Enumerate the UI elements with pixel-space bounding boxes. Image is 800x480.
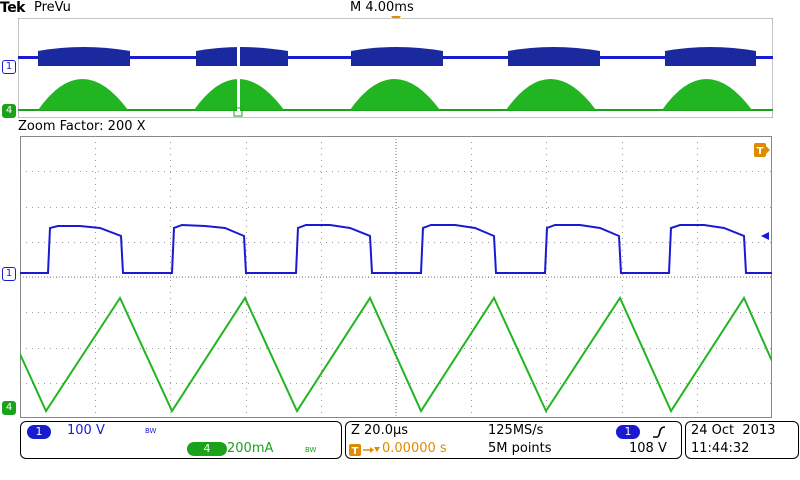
zoom-factor-label: Zoom Factor: 200 X [18, 119, 146, 134]
ch4-waveform [20, 295, 772, 414]
trigger-level[interactable]: 108 V [629, 441, 667, 456]
ch1-badge[interactable]: 1 [27, 425, 51, 439]
date-readout: 24 Oct 2013 [691, 423, 776, 438]
zoom-time-per-div[interactable]: Z 20.0µs [351, 423, 409, 438]
acquisition-mode: PreVu [34, 0, 71, 15]
zoom-waveform-graticule[interactable] [20, 136, 772, 418]
trigger-time-marker-icon[interactable]: T [754, 143, 770, 157]
ch1-scale[interactable]: 100 V [67, 423, 105, 438]
overview-ch4-ground-marker[interactable]: 4 [2, 104, 16, 118]
ch4-scale[interactable]: 200mA [227, 441, 274, 456]
trigger-level-arrow-icon[interactable] [760, 231, 770, 241]
rising-edge-icon[interactable] [652, 425, 666, 439]
ch4-ground-marker[interactable]: 4 [2, 401, 16, 415]
overview-waveform-panel[interactable] [18, 18, 773, 118]
ch4-badge[interactable]: 4 [187, 442, 227, 456]
ch4-bandwidth-limit: BW [305, 446, 317, 454]
trigger-source-badge[interactable]: 1 [616, 425, 640, 439]
channel-readout-panel[interactable]: 1 100 V BW 4 200mA BW [20, 421, 342, 459]
time-readout: 11:44:32 [691, 441, 750, 456]
overview-ch1-ground-marker[interactable]: 1 [2, 60, 16, 74]
ch1-waveform [20, 223, 772, 274]
svg-text:T: T [352, 446, 359, 457]
sample-rate: 125MS/s [488, 423, 544, 438]
datetime-panel: 24 Oct 2013 11:44:32 [685, 421, 799, 459]
ch1-bandwidth-limit: BW [145, 427, 157, 435]
brand-logo: Tek [0, 0, 26, 16]
trigger-delay-icon: T [349, 443, 381, 457]
trigger-delay[interactable]: 0.00000 s [382, 441, 447, 456]
svg-text:T: T [757, 146, 764, 157]
timing-trigger-panel[interactable]: Z 20.0µs 125MS/s T 0.00000 s 5M points 1… [345, 421, 682, 459]
timebase-readout[interactable]: M 4.00ms [350, 0, 414, 15]
ch1-ground-marker[interactable]: 1 [2, 267, 16, 281]
record-length[interactable]: 5M points [488, 441, 552, 456]
